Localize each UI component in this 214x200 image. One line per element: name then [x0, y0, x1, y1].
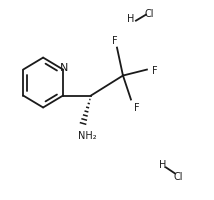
Text: F: F [134, 103, 140, 113]
Text: H: H [127, 14, 135, 24]
Text: F: F [112, 35, 118, 45]
Text: H: H [159, 160, 166, 170]
Text: F: F [152, 65, 158, 75]
Text: N: N [60, 63, 68, 73]
Text: Cl: Cl [144, 9, 154, 19]
Text: NH₂: NH₂ [78, 131, 96, 141]
Text: Cl: Cl [173, 171, 183, 181]
